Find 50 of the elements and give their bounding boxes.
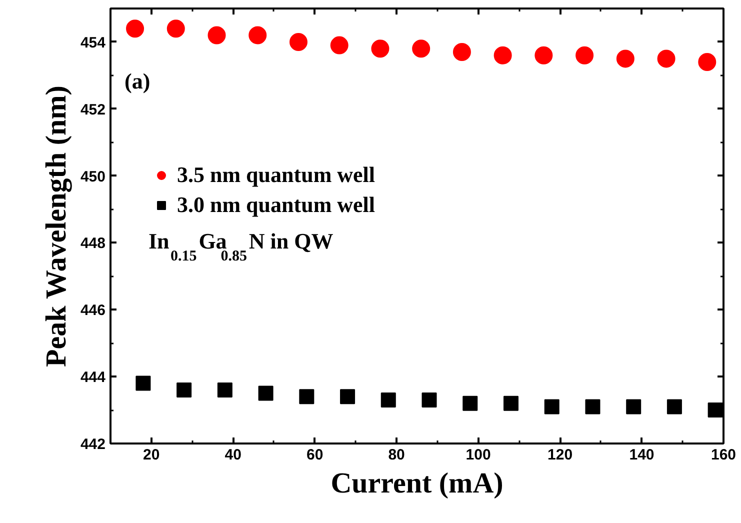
point [289, 32, 308, 51]
x-tick-label: 60 [306, 446, 324, 464]
point [462, 396, 478, 411]
x-tick-label: 80 [388, 446, 405, 464]
point [217, 382, 232, 398]
y-axis-title: Peak Wavelength (nm) [40, 86, 72, 367]
x-tick-label: 160 [710, 446, 736, 464]
point [544, 399, 560, 414]
point [494, 46, 512, 64]
y-tick-label: 442 [80, 436, 106, 453]
point [422, 392, 437, 408]
point [340, 389, 356, 404]
annotation: (a) [124, 68, 150, 94]
point [534, 46, 553, 64]
point [452, 43, 471, 61]
point [330, 36, 348, 54]
point [126, 20, 144, 38]
x-axis-title: Current (mA) [330, 468, 504, 500]
x-tick-label: 40 [224, 446, 242, 464]
legend-label: 3.5 nm quantum well [177, 162, 376, 188]
y-tick-label: 446 [80, 302, 106, 320]
point [136, 376, 151, 391]
point [666, 399, 682, 414]
point [380, 392, 396, 408]
x-tick-label: 100 [466, 446, 491, 464]
point [208, 26, 226, 44]
point [626, 399, 642, 414]
y-tick-label: 452 [80, 101, 106, 118]
point [166, 20, 185, 38]
point [176, 382, 192, 398]
x-tick-label: 20 [143, 446, 160, 464]
point [248, 26, 267, 44]
x-tick-label: 140 [629, 446, 654, 464]
y-tick-label: 448 [80, 235, 106, 252]
point [503, 396, 518, 411]
y-tick-label: 454 [80, 34, 106, 52]
point [371, 40, 390, 58]
point [708, 402, 723, 418]
point [576, 46, 594, 64]
y-tick-label: 450 [80, 168, 106, 186]
point [616, 50, 634, 68]
point [657, 50, 676, 68]
y-tick-label: 444 [80, 369, 106, 386]
x-tick-label: 120 [548, 446, 573, 464]
point [698, 53, 716, 72]
point [258, 386, 274, 401]
point [585, 399, 600, 414]
legend-label: 3.0 nm quantum well [177, 192, 376, 218]
point [299, 389, 314, 404]
point [412, 40, 430, 58]
